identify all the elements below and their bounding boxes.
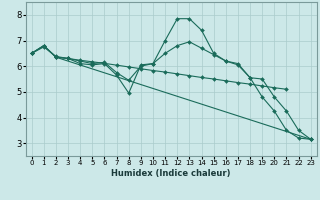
X-axis label: Humidex (Indice chaleur): Humidex (Indice chaleur) <box>111 169 231 178</box>
